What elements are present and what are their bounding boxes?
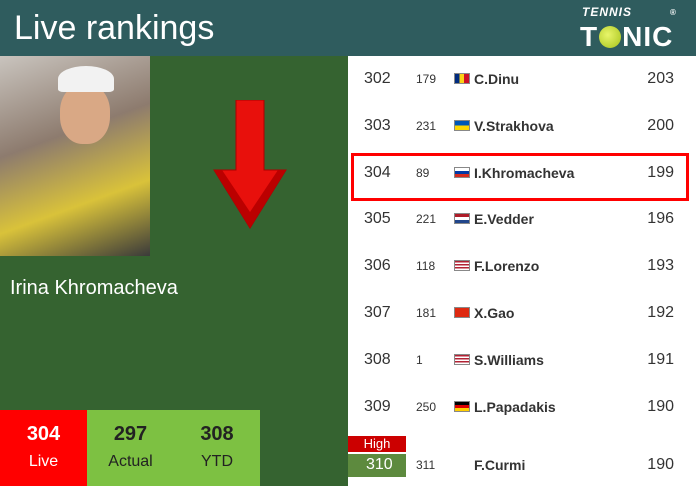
player-link[interactable]: S.Williams [474,351,544,368]
table-row[interactable]: High 310 311 F.Curmi 190 [348,430,696,478]
rank: 308 [364,350,391,368]
points: 200 [647,116,674,134]
previous-rank: 179 [416,72,437,86]
previous-rank: 221 [416,212,437,227]
points: 190 [647,397,674,415]
flag-netherlands-icon [454,213,470,225]
highlighted-row-frame [351,153,689,201]
tennis-tonic-logo[interactable]: TENNIS T NIC ® [580,5,676,52]
flag-romania-icon [454,73,470,84]
rank: 305 [364,210,391,228]
points: 196 [647,210,674,228]
player-link[interactable]: F.Curmi [474,457,526,474]
tennis-ball-icon [599,26,622,48]
table-row[interactable]: 306 118 F.Lorenzo 193 [348,243,696,290]
flag-usa-icon [454,260,470,272]
rank: 304 [364,163,391,181]
points: 199 [647,163,674,181]
points: 190 [647,456,674,474]
career-high-badge: High [348,436,406,453]
stat-live: 304 Live [0,410,87,486]
player-name: Irina Khromacheva [10,277,178,299]
points: 193 [647,257,674,275]
player-link[interactable]: E.Vedder [474,211,534,228]
player-link[interactable]: V.Strakhova [474,117,554,134]
header: Live rankings TENNIS T NIC ® [0,0,696,56]
flag-ukraine-icon [454,119,470,131]
flag-china-icon [454,307,470,318]
down-arrow-icon [213,100,287,229]
rank: 306 [364,257,391,275]
previous-rank: 89 [416,165,430,180]
rankings-table: 302 179 C.Dinu 203 303 231 V.Strakhova 200 304 89… [348,56,696,486]
flag-russia-icon [454,166,470,178]
rank: 310 [366,456,393,474]
table-row[interactable]: 304 89 I.Khromacheva 199 [348,150,696,197]
stat-actual: 297 Actual [87,410,174,486]
table-row[interactable]: 302 179 C.Dinu 203 [348,56,696,103]
table-row[interactable]: 307 181 X.Gao 192 [348,290,696,337]
player-photo [0,56,150,256]
player-link[interactable]: X.Gao [474,305,515,321]
stat-ytd: 308 YTD [174,410,260,486]
flag-usa-icon [454,353,470,365]
table-row[interactable]: 308 1 S.Williams 191 [348,337,696,384]
table-row[interactable]: 303 231 V.Strakhova 200 [348,103,696,150]
points: 191 [647,350,674,368]
player-panel: Irina Khromacheva 304 Live 297 Actual 308 Y… [0,56,348,486]
rank: 303 [364,116,391,134]
player-link[interactable]: L.Papadakis [474,398,556,415]
player-link[interactable]: F.Lorenzo [474,258,540,275]
points: 192 [647,304,674,321]
table-row[interactable]: 305 221 E.Vedder 196 [348,196,696,243]
previous-rank: 1 [416,352,423,367]
previous-rank: 231 [416,118,437,133]
table-row[interactable]: 309 250 L.Papadakis 190 [348,384,696,431]
previous-rank: 311 [416,458,436,473]
previous-rank: 250 [416,399,437,414]
previous-rank: 181 [416,306,437,320]
flag-germany-icon [454,400,470,412]
rank: 309 [364,397,391,415]
points: 203 [647,70,674,87]
career-high-cell [348,454,406,478]
player-link[interactable]: C.Dinu [474,71,520,87]
previous-rank: 118 [416,259,436,274]
rank: 307 [364,304,391,321]
rank: 302 [364,70,391,87]
player-link[interactable]: I.Khromacheva [474,164,575,181]
page-title: Live rankings [14,9,215,47]
